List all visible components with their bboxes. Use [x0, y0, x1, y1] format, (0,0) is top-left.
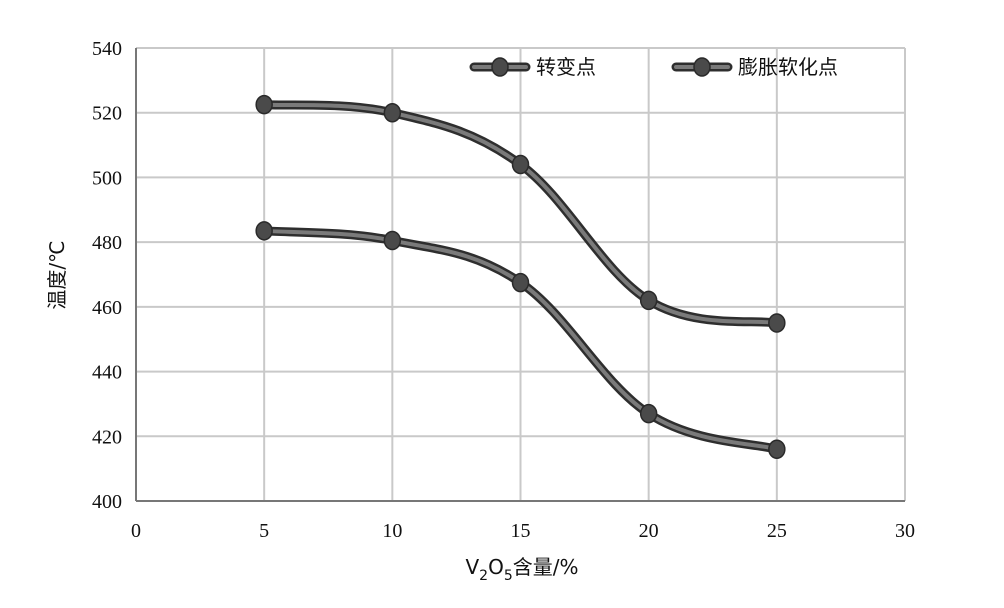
x-tick-label: 5: [259, 520, 269, 542]
x-tick-label: 15: [511, 520, 531, 542]
y-axis-title: 温度/℃: [45, 240, 69, 309]
x-tick-label: 20: [639, 520, 659, 542]
y-tick-label: 480: [92, 232, 122, 254]
data-point: [768, 313, 786, 333]
legend-label-0: 转变点: [536, 55, 596, 79]
data-point: [383, 230, 402, 251]
data-point: [255, 94, 273, 115]
axes: 400 420 440 460 480 500 520 540 0 5 10 15 20 25 30: [92, 38, 915, 542]
data-point: [511, 272, 530, 293]
y-tick-label: 400: [92, 491, 122, 513]
x-title-base: V: [465, 555, 479, 579]
x-tick-label: 25: [767, 520, 787, 542]
legend-marker-0: [491, 57, 509, 77]
series-group: [255, 94, 786, 459]
y-tick-label: 420: [92, 426, 122, 448]
y-tick-label: 540: [92, 38, 122, 60]
data-point: [255, 221, 273, 241]
data-point: [639, 290, 658, 311]
legend-label-1: 膨胀软化点: [738, 55, 838, 79]
legend-marker-1: [693, 57, 711, 77]
y-tick-label: 520: [92, 103, 122, 125]
legend: 转变点 膨胀软化点: [469, 55, 838, 79]
y-tick-label: 500: [92, 167, 122, 189]
data-point: [383, 102, 402, 123]
x-title-mid: O: [488, 555, 504, 579]
y-tick-label: 460: [92, 297, 122, 319]
x-axis-title: V2O5含量/%: [465, 555, 578, 584]
x-tick-label: 30: [895, 520, 915, 542]
x-title-sub1: 2: [479, 568, 488, 584]
x-tick-label: 0: [131, 520, 141, 542]
x-title-rest: 含量/%: [513, 555, 579, 579]
x-tick-label: 10: [382, 520, 402, 542]
x-title-sub2: 5: [504, 568, 513, 584]
data-point: [768, 439, 786, 459]
data-point: [511, 154, 530, 175]
y-tick-label: 440: [92, 362, 122, 384]
data-point: [639, 403, 658, 424]
